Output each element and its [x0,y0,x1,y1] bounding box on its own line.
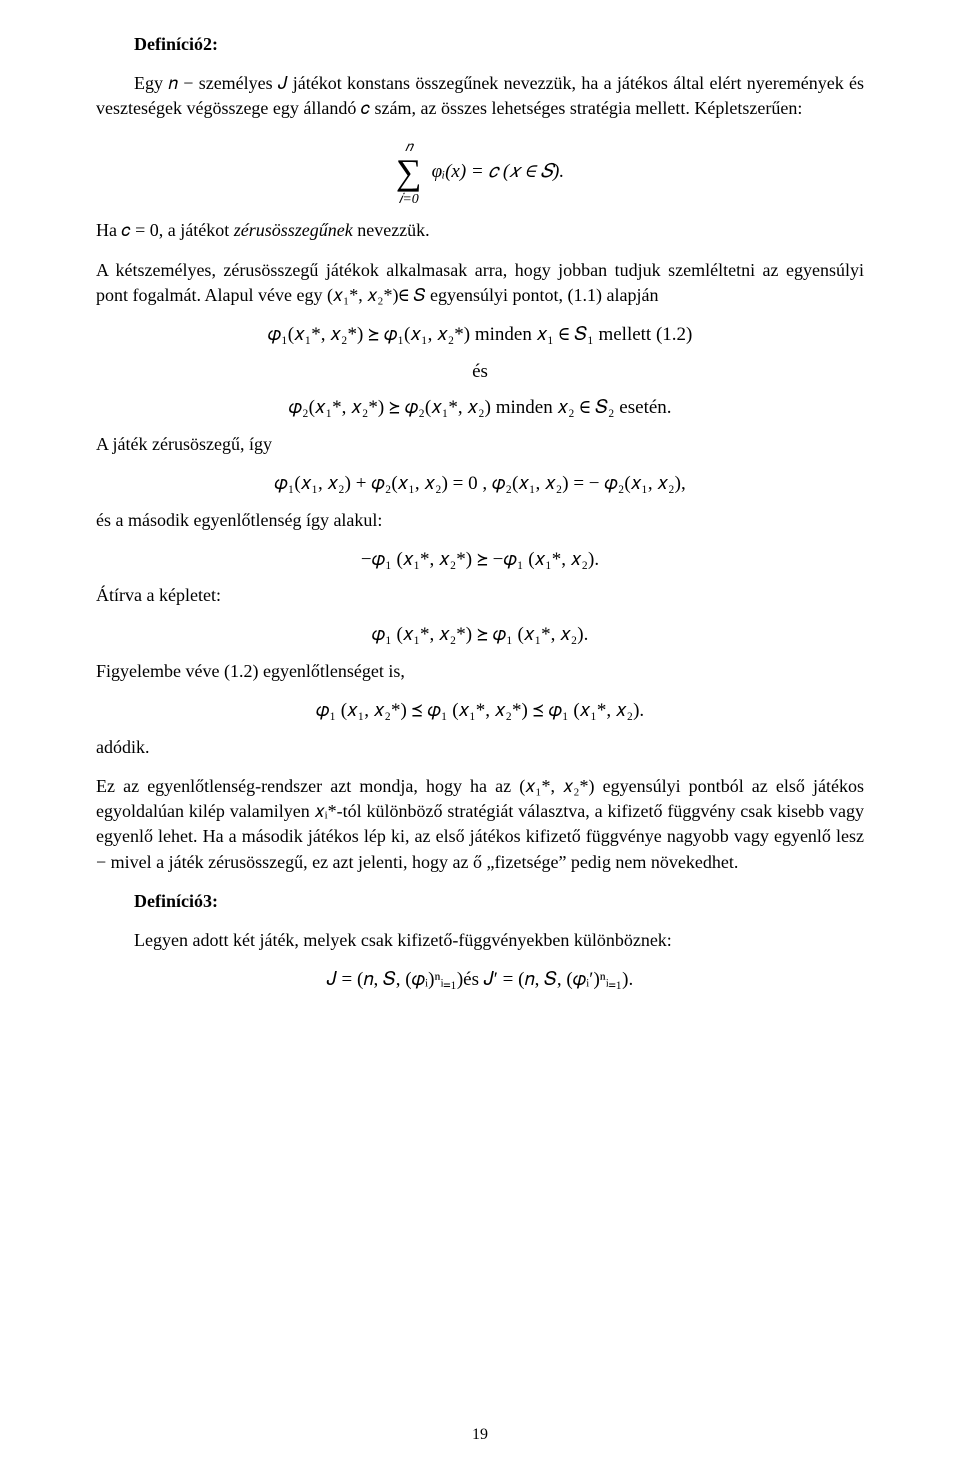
definition3-equation: 𝐽 = (𝑛, 𝑆, (𝜑ᵢ)ⁿᵢ₌₁)és 𝐽′ = (𝑛, 𝑆, (𝜑ᵢ′)… [96,967,864,994]
sum-right: φᵢ(x) = 𝑐 (𝑥 ∈ 𝑆). [432,159,565,186]
conclusion-paragraph: Ez az egyenlőtlenség-rendszer azt mondja… [96,774,864,875]
rewrite-intro: Átírva a képletet: [96,583,864,608]
sigma-icon: ∑ [396,152,422,192]
definition3-body: Legyen adott két játék, melyek csak kifi… [96,928,864,953]
definition2-body: Egy 𝑛 − személyes 𝐽 játékot konstans öss… [96,71,864,121]
zero-sum-prefix: Ha 𝑐 = 0, a játékot [96,220,234,240]
rewritten-inequality: 𝜑₁ (𝑥₁*, 𝑥₂*) ≽ 𝜑₁ (𝑥₁*, 𝑥₂). [96,622,864,649]
and-separator: és [96,359,864,386]
negated-inequality: −𝜑₁ (𝑥₁*, 𝑥₂*) ≽ −𝜑₁ (𝑥₁*, 𝑥₂). [96,547,864,574]
two-player-paragraph: A kétszemélyes, zérusösszegű játékok alk… [96,258,864,308]
sum-lower: 𝑖=0 [399,192,419,207]
sum-formula: 𝑛 ∑ 𝑖=0 φᵢ(x) = 𝑐 (𝑥 ∈ 𝑆). [96,136,864,209]
zero-sum-equation: 𝜑₁(𝑥₁, 𝑥₂) + 𝜑₂(𝑥₁, 𝑥₂) = 0 , 𝜑₂(𝑥₁, 𝑥₂)… [96,471,864,498]
zero-sum-game-line: A játék zérusöszegű, így [96,432,864,457]
adodik-line: adódik. [96,735,864,760]
sum-symbol: 𝑛 ∑ 𝑖=0 [396,136,422,209]
definition3-title: Definíció3: [96,889,864,914]
zero-sum-suffix: nevezzük. [353,220,430,240]
page-number: 19 [0,1424,960,1446]
zero-sum-term: zérusösszegűnek [234,220,353,240]
inequality-second: 𝜑₂(𝑥₁*, 𝑥₂*) ≽ 𝜑₂(𝑥₁*, 𝑥₂) minden 𝑥₂ ∈ 𝑆… [96,395,864,422]
inequality-1-2: 𝜑₁(𝑥₁*, 𝑥₂*) ≽ 𝜑₁(𝑥₁, 𝑥₂*) minden 𝑥₁ ∈ 𝑆… [96,322,864,349]
definition2-title: Definíció2: [96,32,864,57]
zero-sum-note: Ha 𝑐 = 0, a játékot zérusösszegűnek neve… [96,218,864,243]
considering-1-2: Figyelembe véve (1.2) egyenlőtlenséget i… [96,659,864,684]
chain-inequality: 𝜑₁ (𝑥₁, 𝑥₂*) ≼ 𝜑₁ (𝑥₁*, 𝑥₂*) ≼ 𝜑₁ (𝑥₁*, … [96,698,864,725]
page: Definíció2: Egy 𝑛 − személyes 𝐽 játékot … [0,0,960,1482]
second-inequality-intro: és a második egyenlőtlenség így alakul: [96,508,864,533]
